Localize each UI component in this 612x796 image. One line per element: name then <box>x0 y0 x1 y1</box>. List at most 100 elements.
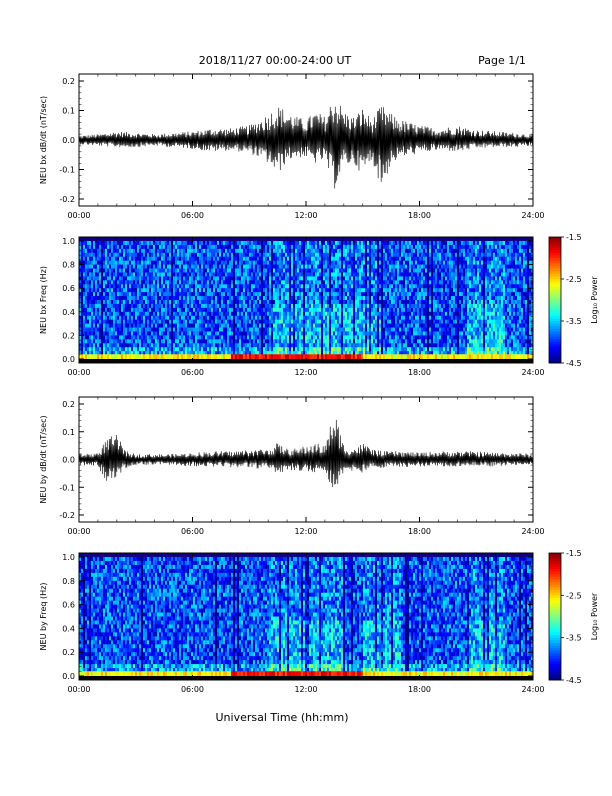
heatmap-cell <box>329 276 331 280</box>
heatmap-cell <box>381 261 383 265</box>
heatmap-cell <box>351 335 353 339</box>
heatmap-cell <box>151 331 153 335</box>
heatmap-cell <box>83 257 85 261</box>
heatmap-cell <box>121 308 123 312</box>
heatmap-cell <box>301 324 303 328</box>
heatmap-cell <box>153 292 155 296</box>
heatmap-cell <box>347 261 349 265</box>
heatmap-cell <box>169 316 171 320</box>
heatmap-cell <box>317 308 319 312</box>
heatmap-cell <box>149 261 151 265</box>
heatmap-cell <box>261 241 263 245</box>
heatmap-cell <box>307 347 309 351</box>
heatmap-cell <box>233 308 235 312</box>
heatmap-cell <box>311 272 313 276</box>
heatmap-cell <box>309 304 311 308</box>
heatmap-cell <box>179 300 181 304</box>
heatmap-cell <box>151 257 153 261</box>
heatmap-cell <box>299 343 301 347</box>
heatmap-cell <box>95 284 97 288</box>
heatmap-cell <box>119 312 121 316</box>
heatmap-cell <box>237 276 239 280</box>
heatmap-cell <box>139 276 141 280</box>
heatmap-cell <box>257 269 259 273</box>
heatmap-cell <box>369 276 371 280</box>
heatmap-cell <box>389 261 391 265</box>
heatmap-cell <box>229 324 231 328</box>
heatmap-cell <box>225 269 227 273</box>
heatmap-cell <box>223 312 225 316</box>
heatmap-cell <box>215 280 217 284</box>
heatmap-cell <box>115 288 117 292</box>
heatmap-cell <box>85 249 87 253</box>
heatmap-cell <box>257 324 259 328</box>
heatmap-cell <box>227 328 229 332</box>
heatmap-cell <box>343 308 345 312</box>
heatmap-cell <box>131 280 133 284</box>
heatmap-cell <box>191 331 193 335</box>
heatmap-cell <box>229 300 231 304</box>
heatmap-cell <box>339 320 341 324</box>
heatmap-cell <box>231 241 233 245</box>
heatmap-cell <box>113 335 115 339</box>
heatmap-cell <box>371 324 373 328</box>
heatmap-cell <box>349 300 351 304</box>
heatmap-cell <box>113 265 115 269</box>
heatmap-cell <box>215 261 217 265</box>
heatmap-cell <box>239 300 241 304</box>
heatmap-cell <box>135 284 137 288</box>
heatmap-cell <box>83 316 85 320</box>
heatmap-cell <box>171 276 173 280</box>
heatmap-cell <box>271 328 273 332</box>
heatmap-cell <box>211 300 213 304</box>
heatmap-cell <box>265 261 267 265</box>
heatmap-cell <box>257 276 259 280</box>
heatmap-cell <box>311 292 313 296</box>
heatmap-cell <box>349 347 351 351</box>
heatmap-cell <box>279 249 281 253</box>
heatmap-cell <box>269 257 271 261</box>
heatmap-cell <box>327 253 329 257</box>
heatmap-cell <box>317 241 319 245</box>
heatmap-cell <box>293 253 295 257</box>
heatmap-cell <box>235 316 237 320</box>
heatmap-cell <box>93 253 95 257</box>
heatmap-cell <box>91 300 93 304</box>
heatmap-cell <box>339 280 341 284</box>
heatmap-cell <box>329 331 331 335</box>
heatmap-cell <box>401 241 403 245</box>
heatmap-cell <box>335 276 337 280</box>
heatmap-cell <box>401 320 403 324</box>
heatmap-cell <box>221 328 223 332</box>
heatmap-cell <box>373 296 375 300</box>
heatmap-cell <box>349 288 351 292</box>
heatmap-cell <box>189 269 191 273</box>
heatmap-cell <box>143 339 145 343</box>
heatmap-cell <box>353 347 355 351</box>
heatmap-cell <box>209 276 211 280</box>
heatmap-cell <box>113 324 115 328</box>
heatmap-cell <box>377 300 379 304</box>
heatmap-cell <box>289 261 291 265</box>
heatmap-cell <box>313 331 315 335</box>
heatmap-cell <box>299 269 301 273</box>
heatmap-cell <box>101 269 103 273</box>
heatmap-cell <box>149 269 151 273</box>
heatmap-cell <box>223 265 225 269</box>
heatmap-cell <box>299 241 301 245</box>
heatmap-cell <box>221 241 223 245</box>
heatmap-cell <box>161 245 163 249</box>
heatmap-cell <box>227 269 229 273</box>
heatmap-cell <box>189 292 191 296</box>
heatmap-cell <box>209 272 211 276</box>
heatmap-cell <box>289 288 291 292</box>
heatmap-cell <box>187 331 189 335</box>
heatmap-cell <box>173 339 175 343</box>
heatmap-cell <box>295 276 297 280</box>
heatmap-cell <box>87 265 89 269</box>
heatmap-cell <box>161 265 163 269</box>
heatmap-cell <box>385 272 387 276</box>
heatmap-cell <box>201 312 203 316</box>
heatmap-cell <box>205 288 207 292</box>
heatmap-cell <box>91 284 93 288</box>
